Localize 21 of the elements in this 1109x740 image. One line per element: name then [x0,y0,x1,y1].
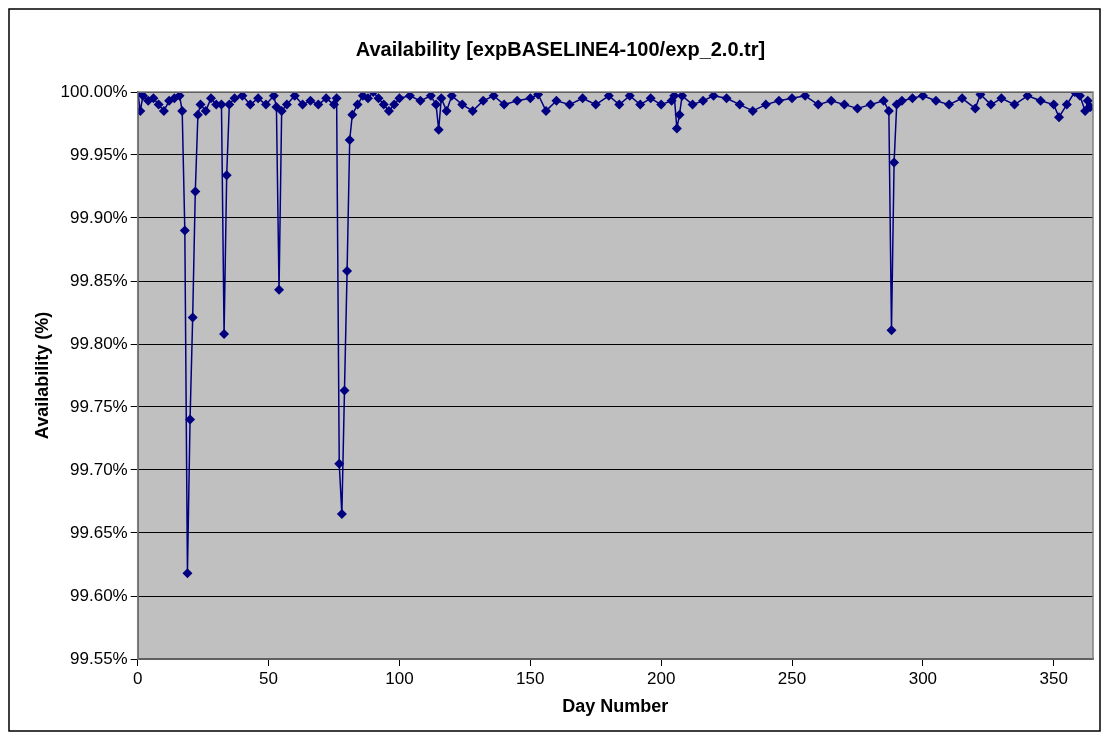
y-tick-label: 99.80% [70,333,128,353]
y-tick-label: 99.70% [70,459,128,479]
x-tick-label: 100 [385,668,414,688]
y-tick-label: 99.65% [70,522,128,542]
y-tick-label: 99.90% [70,207,128,227]
x-axis-title: Day Number [562,696,669,717]
x-tick-label: 50 [259,668,279,688]
y-tick-label: 99.85% [70,270,128,290]
y-axis-title: Availability (%) [31,311,52,440]
chart-title: Availability [expBASELINE4-100/exp_2.0.tr] [355,37,766,60]
y-tick-label: 99.60% [70,585,128,605]
x-tick-label: 200 [646,668,676,688]
y-tick-label: 99.95% [70,144,128,164]
x-tick-label: 300 [908,668,938,688]
x-tick-label: 250 [777,668,807,688]
x-tick-label: 150 [516,668,545,688]
x-tick-label: 350 [1039,668,1068,688]
x-tick-label: 0 [132,668,143,688]
y-tick-label: 99.75% [70,396,128,416]
y-tick-label: 99.55% [70,648,128,668]
y-tick-label: 100.00% [60,81,128,101]
